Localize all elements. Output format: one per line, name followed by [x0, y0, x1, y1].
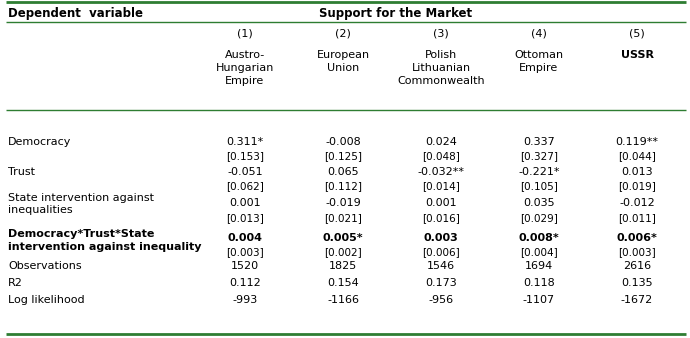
Text: Democracy: Democracy — [8, 137, 71, 147]
Text: [0.002]: [0.002] — [324, 247, 362, 257]
Text: [0.013]: [0.013] — [226, 213, 264, 223]
Text: Dependent  variable: Dependent variable — [8, 7, 143, 21]
Text: USSR: USSR — [620, 50, 653, 60]
Text: Union: Union — [327, 63, 359, 73]
Text: -0.012: -0.012 — [619, 198, 655, 208]
Text: 1546: 1546 — [427, 261, 455, 271]
Text: [0.062]: [0.062] — [226, 181, 264, 191]
Text: 0.008*: 0.008* — [519, 233, 560, 243]
Text: -993: -993 — [233, 295, 257, 305]
Text: 0.004: 0.004 — [228, 233, 262, 243]
Text: [0.125]: [0.125] — [324, 151, 362, 161]
Text: 0.001: 0.001 — [425, 198, 457, 208]
Text: 0.135: 0.135 — [621, 278, 653, 288]
Text: State intervention against: State intervention against — [8, 193, 154, 203]
Text: (4): (4) — [531, 29, 547, 39]
Text: [0.011]: [0.011] — [618, 213, 656, 223]
Text: [0.014]: [0.014] — [422, 181, 460, 191]
Text: Log likelihood: Log likelihood — [8, 295, 85, 305]
Text: Observations: Observations — [8, 261, 81, 271]
Text: -0.032**: -0.032** — [417, 167, 464, 177]
Text: Support for the Market: Support for the Market — [319, 7, 473, 21]
Text: -956: -956 — [428, 295, 453, 305]
Text: [0.021]: [0.021] — [324, 213, 362, 223]
Text: [0.016]: [0.016] — [422, 213, 460, 223]
Text: 0.112: 0.112 — [229, 278, 261, 288]
Text: 0.013: 0.013 — [621, 167, 653, 177]
Text: -1672: -1672 — [621, 295, 653, 305]
Text: 0.006*: 0.006* — [617, 233, 658, 243]
Text: [0.004]: [0.004] — [520, 247, 558, 257]
Text: (5): (5) — [629, 29, 645, 39]
Text: 0.065: 0.065 — [327, 167, 359, 177]
Text: intervention against inequality: intervention against inequality — [8, 242, 201, 252]
Text: European: European — [317, 50, 370, 60]
Text: Austro-: Austro- — [225, 50, 265, 60]
Text: 0.005*: 0.005* — [323, 233, 364, 243]
Text: -0.008: -0.008 — [325, 137, 361, 147]
Text: 0.003: 0.003 — [424, 233, 458, 243]
Text: Trust: Trust — [8, 167, 35, 177]
Text: -0.051: -0.051 — [227, 167, 263, 177]
Text: 2616: 2616 — [623, 261, 651, 271]
Text: [0.003]: [0.003] — [226, 247, 264, 257]
Text: 0.337: 0.337 — [523, 137, 555, 147]
Text: -0.019: -0.019 — [325, 198, 361, 208]
Text: -1107: -1107 — [523, 295, 555, 305]
Text: (3): (3) — [433, 29, 449, 39]
Text: -1166: -1166 — [327, 295, 359, 305]
Text: 0.024: 0.024 — [425, 137, 457, 147]
Text: [0.048]: [0.048] — [422, 151, 460, 161]
Text: [0.006]: [0.006] — [422, 247, 460, 257]
Text: [0.153]: [0.153] — [226, 151, 264, 161]
Text: 0.154: 0.154 — [327, 278, 359, 288]
Text: Lithuanian: Lithuanian — [411, 63, 471, 73]
Text: Commonwealth: Commonwealth — [397, 76, 485, 86]
Text: -0.221*: -0.221* — [518, 167, 560, 177]
Text: [0.327]: [0.327] — [520, 151, 558, 161]
Text: Empire: Empire — [520, 63, 559, 73]
Text: 0.311*: 0.311* — [226, 137, 264, 147]
Text: Hungarian: Hungarian — [216, 63, 274, 73]
Text: [0.019]: [0.019] — [618, 181, 656, 191]
Text: 0.173: 0.173 — [425, 278, 457, 288]
Text: [0.112]: [0.112] — [324, 181, 362, 191]
Text: 1694: 1694 — [525, 261, 553, 271]
Text: Democracy*Trust*State: Democracy*Trust*State — [8, 229, 155, 239]
Text: Empire: Empire — [226, 76, 265, 86]
Text: R2: R2 — [8, 278, 23, 288]
Text: [0.105]: [0.105] — [520, 181, 558, 191]
Text: inequalities: inequalities — [8, 205, 72, 215]
Text: (2): (2) — [335, 29, 351, 39]
Text: 1520: 1520 — [231, 261, 259, 271]
Text: [0.003]: [0.003] — [618, 247, 656, 257]
Text: 0.035: 0.035 — [523, 198, 555, 208]
Text: 0.119**: 0.119** — [615, 137, 658, 147]
Text: 1825: 1825 — [329, 261, 357, 271]
Text: [0.044]: [0.044] — [618, 151, 656, 161]
Text: 0.001: 0.001 — [229, 198, 261, 208]
Text: (1): (1) — [237, 29, 253, 39]
Text: [0.029]: [0.029] — [520, 213, 558, 223]
Text: 0.118: 0.118 — [523, 278, 555, 288]
Text: Polish: Polish — [425, 50, 457, 60]
Text: Ottoman: Ottoman — [515, 50, 564, 60]
